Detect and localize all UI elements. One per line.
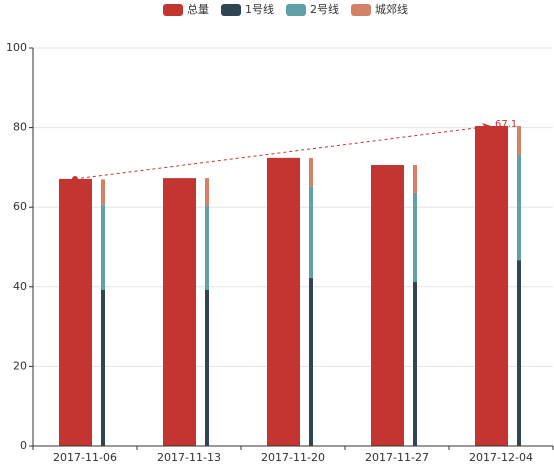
stack-bar-segment <box>205 289 209 446</box>
legend-swatch[interactable] <box>163 4 183 16</box>
mark-line-label: 67.1 <box>495 119 517 130</box>
x-tick-label: 2017-11-27 <box>365 451 429 464</box>
x-tick-label: 2017-11-20 <box>261 451 325 464</box>
bar <box>475 126 508 447</box>
x-tick-label: 2017-11-13 <box>157 451 221 464</box>
stack-bar-segment <box>413 192 417 283</box>
bar <box>371 165 404 446</box>
legend-label[interactable]: 2号线 <box>310 2 339 16</box>
legend-label[interactable]: 城郊线 <box>375 2 408 16</box>
y-tick-label: 60 <box>13 200 27 213</box>
bar <box>59 178 92 446</box>
stack-bar-segment <box>205 178 209 207</box>
stack-bar-segment <box>101 289 105 446</box>
legend-swatch[interactable] <box>221 4 241 16</box>
stack-bar-segment <box>309 278 313 446</box>
mark-line-start <box>72 175 78 182</box>
legend-swatch[interactable] <box>351 4 371 16</box>
legend-swatch[interactable] <box>286 4 306 16</box>
y-tick-label: 40 <box>13 280 27 293</box>
stack-bar-segment <box>101 204 105 290</box>
legend-label[interactable]: 总量 <box>187 2 209 16</box>
legend-label[interactable]: 1号线 <box>245 2 274 16</box>
bar <box>163 178 196 446</box>
stack-bar-segment <box>205 206 209 290</box>
stack-bar-segment <box>517 260 521 446</box>
stack-bar-segment <box>413 282 417 446</box>
stack-bar-segment <box>517 126 521 156</box>
x-tick-label: 2017-11-06 <box>53 451 117 464</box>
stack-bar-segment <box>101 179 105 205</box>
y-tick-label: 80 <box>13 121 27 134</box>
y-tick-label: 100 <box>6 41 27 54</box>
mark-line-arrow <box>482 123 491 130</box>
y-tick-label: 0 <box>20 439 27 452</box>
y-tick-label: 20 <box>13 359 27 372</box>
mark-line <box>74 125 492 180</box>
x-tick-label: 2017-12-04 <box>469 451 533 464</box>
stack-bar-segment <box>517 155 521 261</box>
stack-bar-segment <box>413 165 417 193</box>
bar <box>267 157 300 446</box>
stack-bar-segment <box>309 157 313 187</box>
stack-bar-segment <box>309 186 313 279</box>
